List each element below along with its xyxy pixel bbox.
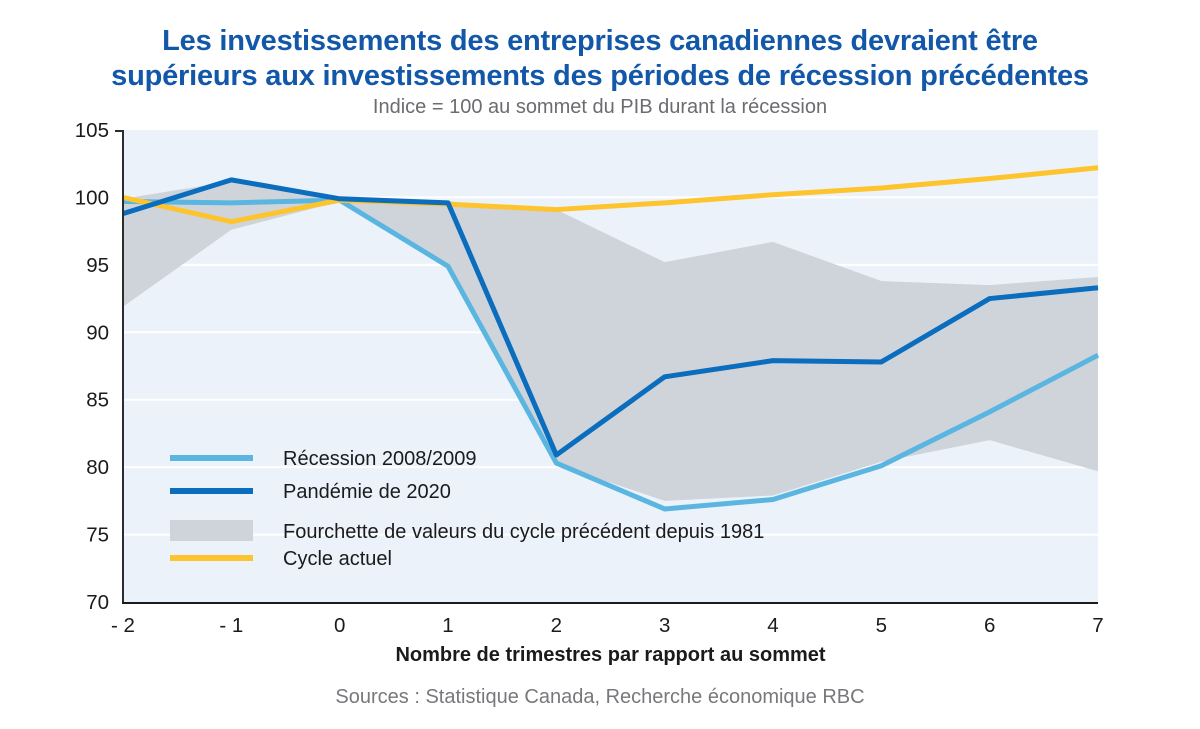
source-attribution: Sources : Statistique Canada, Recherche …	[335, 686, 865, 708]
x-tick-label-2: 2	[551, 614, 562, 637]
x-tick-label--1: - 1	[219, 614, 243, 637]
y-tick-label-90: 90	[86, 321, 109, 344]
legend-label-recession-2008-2009: Récession 2008/2009	[283, 448, 476, 470]
x-axis-title: Nombre de trimestres par rapport au somm…	[395, 644, 826, 666]
y-tick-label-85: 85	[86, 389, 109, 412]
x-tick-label-6: 6	[984, 614, 995, 637]
chart-title: Les investissements des entreprises cana…	[0, 24, 1200, 94]
x-tick-label-3: 3	[659, 614, 670, 637]
series-line-cycle-actuel	[122, 165, 1099, 225]
x-tick-label-0: 0	[334, 614, 345, 637]
range-band-fourchette-cycle-precedent-1981	[123, 181, 1098, 501]
x-tick-label-5: 5	[876, 614, 887, 637]
y-tick-label-70: 70	[86, 591, 109, 614]
chart-subtitle: Indice = 100 au sommet du PIB durant la …	[372, 96, 828, 118]
x-tick-label--2: - 2	[111, 614, 135, 637]
y-tick-label-105: 105	[75, 119, 109, 142]
y-tick-label-95: 95	[86, 254, 109, 277]
series-line-pandemie-2020	[122, 177, 1099, 458]
series-line-recession-2008-2009	[122, 197, 1100, 512]
x-tick-label-4: 4	[767, 614, 778, 637]
y-tick-label-75: 75	[86, 524, 109, 547]
y-tick-label-80: 80	[86, 456, 109, 479]
chart-title-line-1: Les investissements des entreprises cana…	[162, 25, 1038, 57]
x-tick-label-1: 1	[442, 614, 453, 637]
y-tick-label-100: 100	[75, 186, 109, 209]
legend-swatch-fourchette-cycle-precedent-1981	[170, 520, 253, 541]
x-tick-label-7: 7	[1092, 614, 1103, 637]
legend-label-cycle-actuel: Cycle actuel	[283, 548, 392, 570]
chart-title-line-2: supérieurs aux investissements des pério…	[111, 60, 1089, 92]
legend-label-fourchette-cycle-precedent-1981: Fourchette de valeurs du cycle précédent…	[283, 521, 764, 543]
legend-label-pandemie-2020: Pandémie de 2020	[283, 481, 451, 503]
